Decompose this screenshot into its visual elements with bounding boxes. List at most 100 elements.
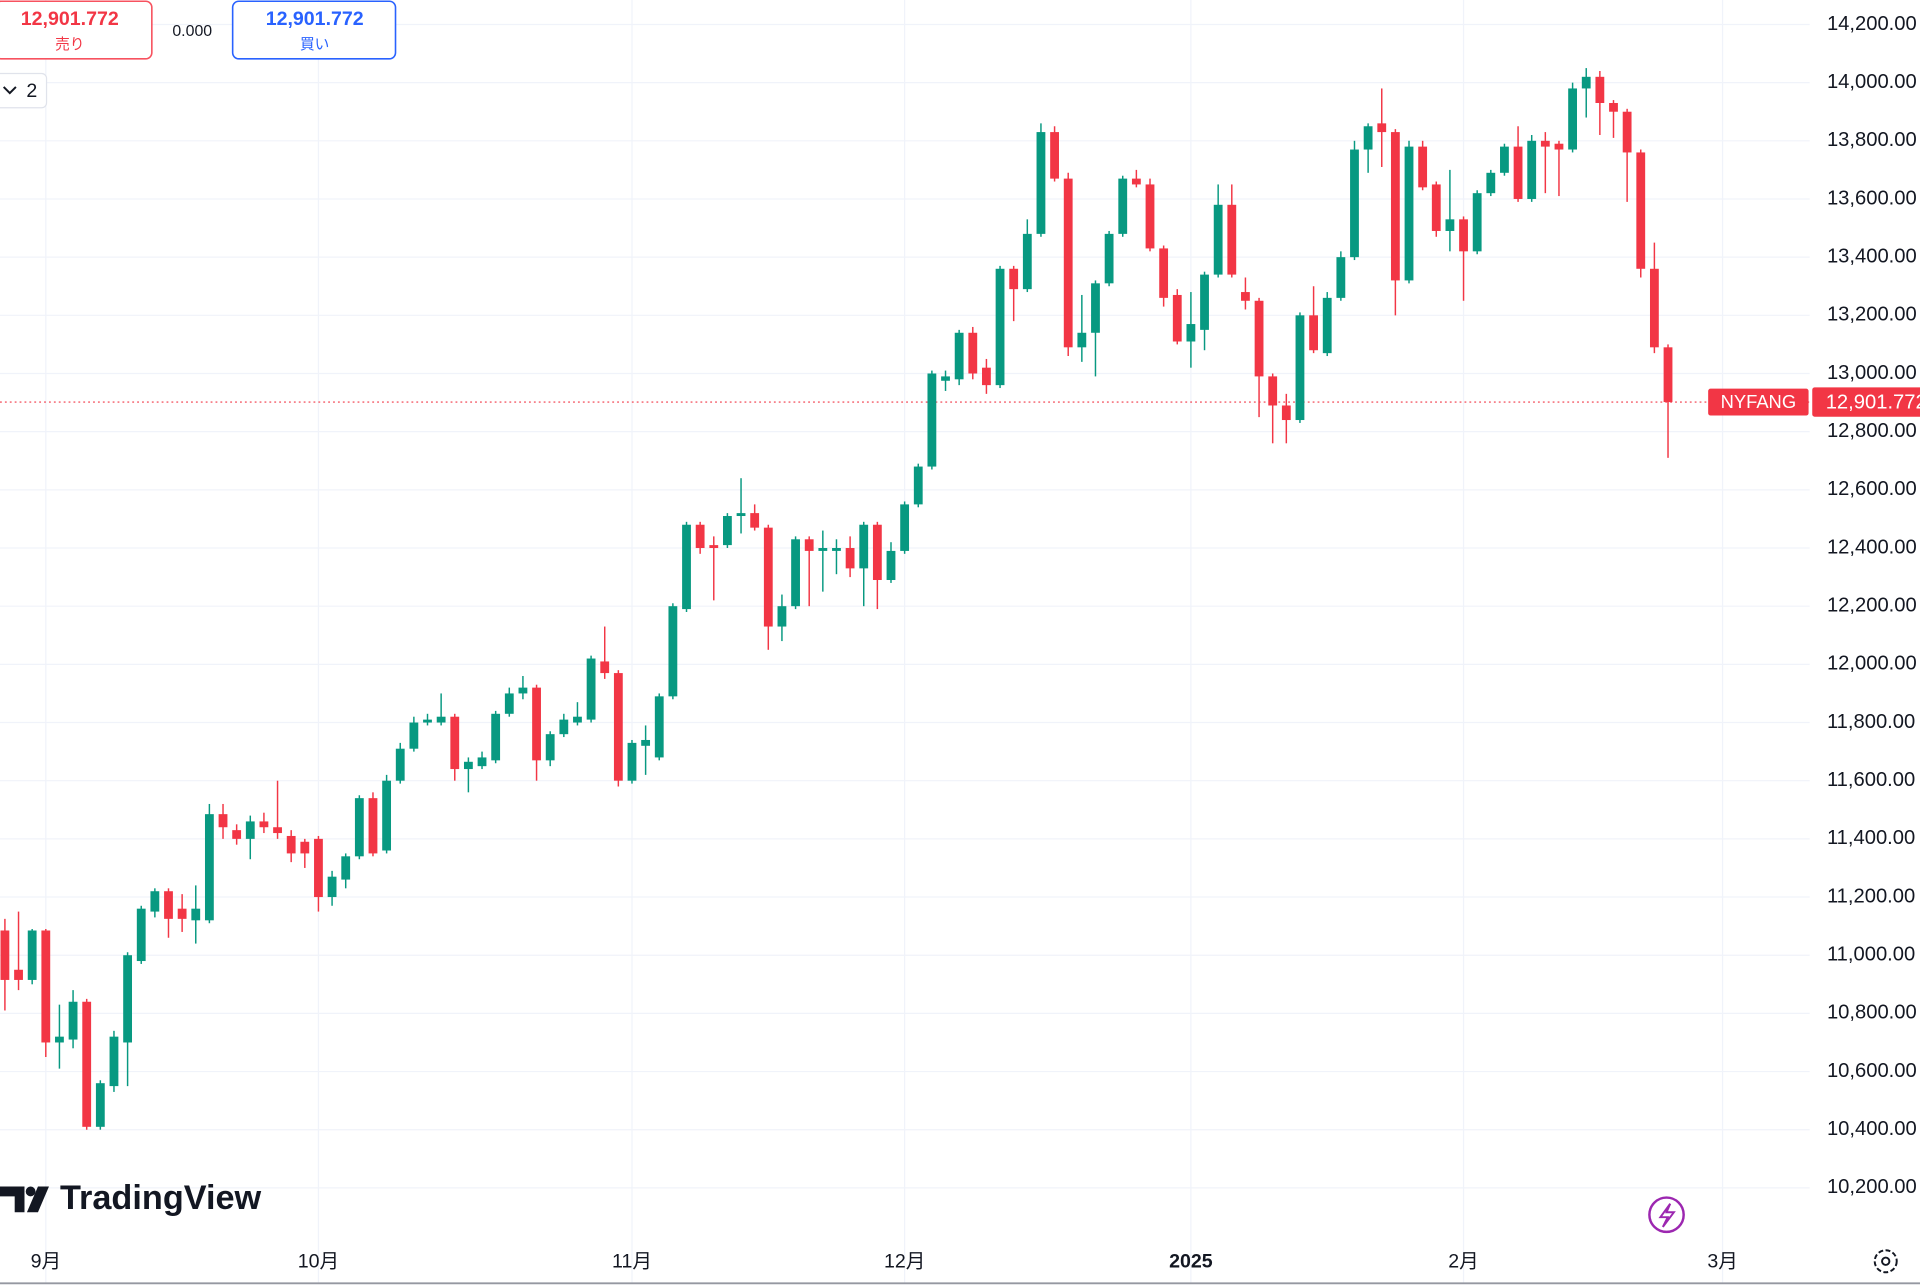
y-tick-label: 13,000.00 — [1827, 362, 1917, 384]
candle-body — [1459, 219, 1468, 252]
candle-body — [1309, 315, 1318, 351]
collapse-toggle[interactable]: 2 — [0, 72, 48, 109]
candle-body — [82, 1001, 92, 1127]
y-tick-label: 14,000.00 — [1827, 71, 1917, 93]
collapse-count[interactable]: 2 — [26, 80, 37, 102]
toggle-box[interactable] — [0, 72, 48, 109]
candle-body — [1118, 178, 1128, 234]
candle-body — [41, 930, 51, 1043]
y-tick-label: 10,600.00 — [1827, 1060, 1917, 1082]
candle-body — [750, 513, 760, 528]
y-tick-label: 12,200.00 — [1827, 595, 1917, 617]
buy-box[interactable] — [231, 0, 397, 60]
candle-body — [927, 373, 937, 467]
buy-button[interactable]: 12,901.772 買い — [231, 0, 397, 60]
candle-body — [1500, 146, 1509, 173]
candle-body — [872, 524, 882, 581]
candle-body — [1131, 178, 1141, 185]
grid — [0, 0, 1810, 1284]
candle-body — [600, 661, 610, 674]
spread: 0.000 — [172, 23, 212, 40]
x-tick-label: 11月 — [612, 1251, 652, 1273]
candle-body — [382, 780, 392, 851]
candle-body — [1636, 152, 1646, 269]
lightning-button[interactable] — [1648, 1196, 1685, 1234]
candle-body — [1649, 268, 1659, 348]
y-tick-label: 11,000.00 — [1827, 944, 1915, 966]
candle-body — [1418, 146, 1428, 188]
candle-body — [709, 545, 719, 549]
symbol-tag: NYFANG — [1721, 391, 1797, 412]
candle-body — [1527, 140, 1537, 199]
sell-button[interactable]: 12,901.772 売り — [0, 0, 153, 60]
gear-outer[interactable] — [1873, 1249, 1898, 1274]
candle-body — [1281, 405, 1291, 421]
logo-dot — [25, 1186, 36, 1197]
candle-body — [191, 908, 201, 921]
candle-body — [436, 716, 446, 723]
candle-body — [1431, 184, 1441, 231]
y-tick-label: 12,600.00 — [1827, 478, 1917, 500]
x-tick-label: 12月 — [884, 1251, 925, 1273]
chevron[interactable] — [2, 86, 17, 95]
candle-body — [545, 734, 555, 761]
candle-body — [1404, 146, 1414, 281]
candle-body — [777, 606, 787, 627]
candle-body — [1241, 292, 1250, 301]
candle-body — [136, 908, 146, 962]
candle-body — [409, 722, 419, 749]
candle-body — [1186, 324, 1196, 342]
candle-body — [55, 1036, 64, 1043]
candle-body — [1377, 123, 1387, 133]
candle-body — [1254, 300, 1264, 377]
x-tick-label: 3月 — [1707, 1251, 1737, 1273]
candle-body — [14, 969, 23, 980]
candle-body — [204, 814, 214, 921]
y-tick-label: 13,800.00 — [1827, 129, 1917, 151]
candle-body — [273, 827, 282, 834]
lightning-circle[interactable] — [1648, 1196, 1685, 1234]
candle-body — [1213, 204, 1223, 275]
sell-price[interactable]: 12,901.772 — [21, 8, 119, 30]
candle-body — [695, 524, 705, 549]
candle-body — [477, 757, 487, 767]
candle-body — [1091, 283, 1100, 333]
candle-body — [982, 367, 991, 386]
candle-body — [586, 658, 596, 720]
candle-body — [995, 268, 1005, 386]
candle-body — [1663, 347, 1673, 403]
candle-body — [736, 513, 746, 517]
candle-body — [341, 856, 351, 880]
candle-body — [1445, 219, 1455, 231]
candle-body — [1036, 132, 1046, 234]
candle-body — [1513, 146, 1523, 199]
candle-body — [1486, 172, 1496, 194]
candle-body — [886, 550, 896, 581]
candle-body — [654, 696, 664, 758]
y-tick-label: 11,400.00 — [1827, 827, 1915, 849]
candle-body — [1322, 297, 1332, 354]
candle-body — [327, 876, 337, 898]
settings-button[interactable] — [1873, 1249, 1898, 1274]
lightning-bolt[interactable] — [1658, 1203, 1676, 1228]
y-tick-label: 12,000.00 — [1827, 653, 1917, 675]
candle-body — [913, 466, 923, 505]
candle-body — [791, 539, 800, 607]
candle-body — [723, 516, 732, 546]
buy-label[interactable]: 買い — [300, 37, 329, 53]
candle-body — [491, 713, 501, 761]
candle-body — [395, 748, 405, 781]
x-tick-label: 9月 — [31, 1251, 61, 1273]
y-tick-label: 13,400.00 — [1827, 245, 1917, 267]
last-price-tag: 12,901.772 — [1826, 392, 1920, 414]
candle-body — [123, 955, 133, 1043]
candle-body — [1363, 126, 1373, 150]
gear-inner[interactable] — [1881, 1256, 1891, 1266]
sell-label[interactable]: 売り — [55, 36, 84, 53]
y-tick-label: 10,200.00 — [1827, 1176, 1917, 1198]
buy-price[interactable]: 12,901.772 — [266, 8, 364, 30]
candle-body — [832, 548, 841, 551]
candle-body — [1145, 184, 1155, 249]
sell-box[interactable] — [0, 0, 153, 60]
